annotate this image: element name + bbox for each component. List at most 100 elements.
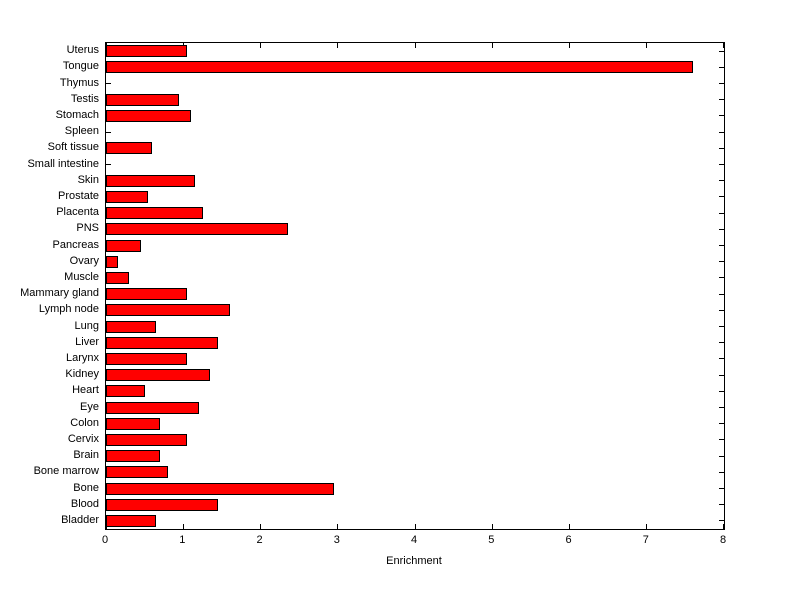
y-tick-label: Placenta: [56, 206, 99, 219]
y-tick: [719, 50, 724, 52]
x-tick: [569, 43, 570, 48]
y-tick-label: Brain: [73, 449, 99, 462]
y-tick: [719, 471, 724, 473]
y-tick-label: PNS: [76, 222, 99, 235]
x-tick: [260, 43, 261, 48]
y-tick-label: Bone marrow: [33, 465, 99, 478]
y-tick-label: Thymus: [59, 76, 99, 89]
x-tick-label: 4: [410, 534, 418, 546]
bar: [106, 271, 129, 284]
x-tick-label: 5: [488, 534, 495, 546]
y-tick-label: Spleen: [64, 125, 99, 138]
y-tick: [719, 488, 724, 489]
x-tick: [182, 524, 184, 529]
y-tick-label: Blood: [70, 497, 99, 510]
y-tick: [719, 66, 724, 68]
bar: [106, 482, 334, 495]
y-tick: [719, 342, 724, 344]
y-tick: [719, 520, 724, 522]
y-tick-label: Liver: [75, 335, 99, 348]
bar: [106, 142, 152, 155]
x-tick: [414, 43, 416, 48]
y-tick-label: Tongue: [62, 60, 99, 73]
y-tick: [106, 164, 111, 165]
x-tick: [491, 43, 493, 48]
bar: [106, 45, 187, 58]
y-tick: [719, 390, 724, 392]
y-tick: [719, 228, 724, 230]
bar: [106, 223, 288, 236]
x-tick: [569, 524, 570, 529]
x-tick-label: 1: [179, 534, 186, 546]
bar: [106, 417, 160, 430]
y-tick: [719, 293, 724, 295]
y-tick-label: Ovary: [69, 254, 99, 267]
y-tick-label: Muscle: [64, 270, 99, 283]
y-tick-label: Mammary gland: [20, 287, 99, 300]
y-tick-label: Small intestine: [27, 157, 99, 170]
bar: [106, 352, 187, 365]
y-tick: [106, 131, 111, 133]
plot-area: [105, 42, 725, 530]
bar: [106, 433, 187, 446]
y-tick-label: Lung: [74, 319, 99, 332]
y-tick: [719, 99, 724, 101]
x-tick: [260, 524, 261, 529]
y-tick: [719, 326, 724, 327]
bar: [106, 385, 145, 398]
y-tick: [719, 131, 724, 133]
bar: [106, 498, 218, 511]
bar: [106, 288, 187, 301]
x-tick: [337, 43, 339, 48]
bar: [106, 336, 218, 349]
y-tick: [719, 439, 724, 441]
y-tick: [719, 212, 724, 214]
x-tick: [337, 524, 339, 529]
y-tick-label: Testis: [70, 92, 99, 105]
bar: [106, 401, 199, 414]
y-tick: [719, 83, 724, 84]
bar: [106, 239, 141, 252]
bar: [106, 255, 118, 268]
bar: [106, 61, 693, 74]
bar: [106, 320, 156, 333]
x-tick-label: 0: [101, 534, 109, 546]
x-tick: [646, 43, 648, 48]
bar: [106, 514, 156, 527]
y-tick: [719, 245, 724, 246]
y-tick-label: Skin: [77, 173, 99, 186]
y-tick: [719, 407, 724, 408]
x-axis-label: Enrichment: [386, 555, 442, 567]
y-tick: [719, 164, 724, 165]
x-tick: [414, 524, 416, 529]
x-tick-label: 6: [565, 534, 572, 546]
y-tick-label: Uterus: [66, 44, 99, 57]
x-tick: [723, 524, 724, 529]
y-tick: [719, 261, 724, 263]
y-tick: [106, 83, 111, 84]
x-tick-label: 8: [719, 534, 727, 546]
y-tick: [719, 455, 724, 457]
y-tick: [719, 196, 724, 198]
y-tick-label: Cervix: [67, 432, 99, 445]
bar: [106, 109, 191, 122]
y-tick-label: Bladder: [61, 513, 99, 526]
x-tick-label: 2: [256, 534, 263, 546]
x-tick: [491, 524, 493, 529]
y-tick: [719, 358, 724, 360]
bar: [106, 174, 195, 187]
y-tick: [719, 147, 724, 149]
y-tick-label: Kidney: [65, 368, 99, 381]
y-tick: [719, 374, 724, 376]
y-tick-label: Soft tissue: [47, 141, 99, 154]
x-tick: [723, 43, 724, 48]
y-tick-label: Larynx: [65, 351, 99, 364]
y-tick-label: Heart: [72, 384, 99, 397]
bar: [106, 304, 230, 317]
y-tick-label: Eye: [80, 400, 99, 413]
bar: [106, 190, 148, 203]
y-tick-label: Lymph node: [38, 303, 99, 316]
y-tick: [719, 277, 724, 279]
bar: [106, 450, 160, 463]
